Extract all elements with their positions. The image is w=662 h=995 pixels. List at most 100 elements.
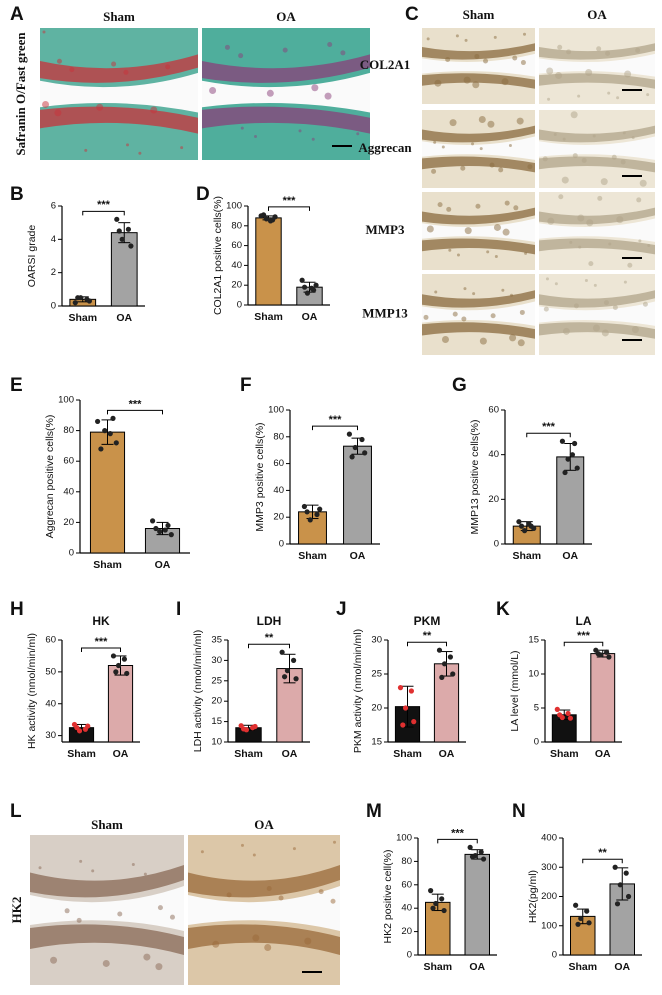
y-tick-label: 10	[528, 669, 539, 680]
y-tick-label: 5	[534, 703, 539, 714]
cell	[475, 203, 481, 209]
data-point	[153, 525, 159, 532]
data-point	[578, 915, 584, 922]
y-axis-label: HK2(pg/ml)	[527, 870, 539, 923]
data-point	[168, 532, 174, 538]
joint-space	[40, 72, 198, 113]
data-point	[291, 657, 297, 664]
y-tick-label: 300	[541, 862, 557, 873]
y-tick-label: 0	[494, 539, 499, 550]
y-tick-label: 400	[541, 833, 557, 844]
significance-label: ***	[283, 195, 297, 207]
y-tick-label: 100	[58, 395, 74, 406]
x-tick-label: OA	[113, 748, 129, 760]
data-point	[263, 216, 270, 222]
data-point	[317, 506, 323, 512]
joint-space	[539, 136, 655, 160]
tissue-layer	[539, 43, 655, 60]
cell	[463, 76, 471, 84]
cell	[266, 885, 272, 891]
cell	[226, 892, 232, 898]
cell	[543, 306, 549, 312]
cell	[131, 863, 135, 867]
row-label: MMP3	[366, 222, 405, 237]
cell	[42, 30, 46, 34]
y-tick-label: 60	[401, 879, 412, 890]
data-point	[402, 705, 409, 711]
cell	[456, 253, 460, 257]
cell	[434, 290, 438, 294]
tissue-layer	[202, 106, 370, 134]
data-point	[116, 228, 122, 234]
cell	[472, 81, 480, 89]
cell	[553, 132, 557, 136]
cell	[327, 42, 333, 48]
y-axis-label: MMP13 positive cells(%)	[469, 420, 481, 535]
y-tick-label: 100	[226, 201, 242, 212]
cell	[635, 47, 641, 53]
data-point	[75, 295, 81, 301]
y-tick-label: 20	[211, 696, 222, 707]
significance-bracket	[312, 425, 358, 431]
cell	[592, 324, 600, 332]
tissue-layer	[539, 73, 655, 89]
y-axis-label: HK activity (nmol/min/ml)	[26, 633, 38, 749]
x-tick-label: OA	[614, 961, 630, 973]
cell	[523, 32, 527, 36]
significance-bracket	[81, 647, 121, 652]
cell	[460, 165, 466, 171]
significance-bracket	[82, 210, 125, 216]
column-label: Sham	[463, 7, 495, 22]
cell	[292, 847, 296, 851]
bar	[433, 663, 460, 743]
data-point	[150, 518, 156, 524]
data-point	[469, 854, 476, 860]
chart-title: LDH	[257, 614, 282, 628]
data-point	[436, 647, 443, 653]
cell	[42, 100, 50, 108]
tissue-layer	[202, 54, 370, 83]
joint-space	[422, 136, 535, 160]
significance-bracket	[107, 409, 163, 415]
significance-label: ***	[129, 398, 143, 410]
data-point	[565, 456, 571, 462]
column-label: Sham	[91, 817, 123, 832]
y-tick-label: 60	[63, 456, 74, 467]
data-point	[304, 509, 310, 515]
data-point	[85, 723, 91, 729]
significance-bracket	[582, 858, 623, 864]
data-point	[428, 888, 434, 894]
data-point	[439, 674, 445, 681]
cell	[455, 34, 459, 38]
joint-space	[422, 218, 535, 242]
panel-letter: B	[10, 184, 24, 205]
y-tick-label: 60	[273, 458, 284, 469]
bar	[556, 456, 585, 545]
cell	[512, 55, 518, 61]
cell	[356, 132, 360, 136]
cell	[581, 157, 587, 163]
row-label: Safranin O/Fast green	[13, 32, 28, 156]
cell	[562, 137, 566, 141]
cell	[547, 217, 555, 225]
y-tick-label: 40	[45, 698, 56, 709]
y-tick-label: 0	[534, 737, 539, 748]
cell	[639, 179, 647, 187]
data-point	[313, 282, 319, 288]
data-point	[293, 676, 299, 682]
data-point	[349, 454, 355, 460]
tissue-layer	[422, 43, 535, 60]
tissue-layer	[30, 924, 184, 955]
data-point	[359, 436, 365, 443]
data-point	[240, 726, 247, 732]
cell	[461, 316, 467, 322]
cell	[490, 313, 496, 319]
data-point	[279, 649, 285, 655]
cell	[431, 168, 437, 174]
cell	[509, 334, 517, 342]
y-tick-label: 15	[211, 716, 222, 727]
data-point	[595, 651, 601, 657]
cell	[311, 84, 319, 92]
cell	[423, 314, 429, 320]
y-tick-label: 30	[211, 655, 222, 666]
